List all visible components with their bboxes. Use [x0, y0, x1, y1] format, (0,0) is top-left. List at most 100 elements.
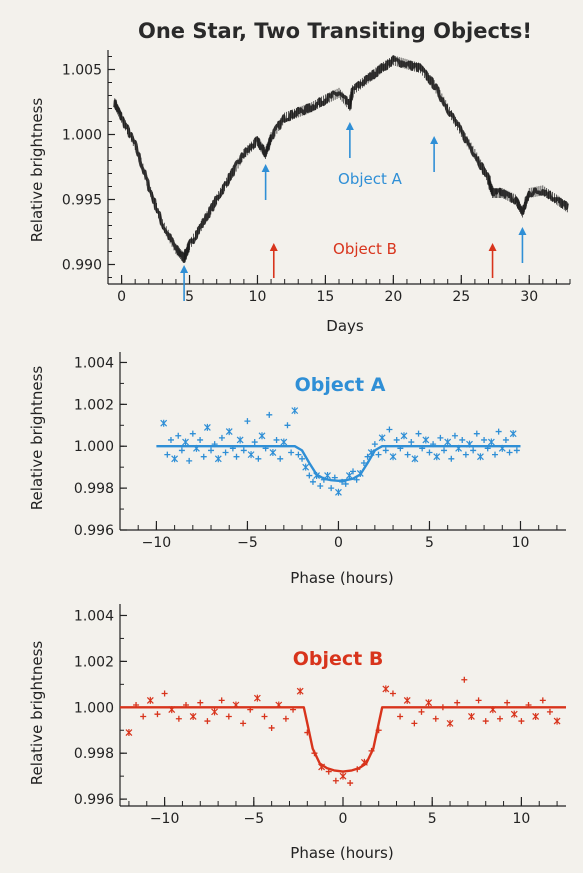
panel-a-data-point — [295, 451, 302, 458]
panel-b-data-point — [461, 676, 468, 683]
panel-a-data-point — [291, 407, 299, 415]
main-y-tick-label: 1.000 — [62, 128, 102, 144]
panel-a-data-point — [328, 485, 335, 492]
panel-b-data-point — [161, 690, 168, 697]
panel-b-data-point — [432, 715, 439, 722]
panel-a-data-point — [470, 447, 477, 454]
panel-b-title: Object B — [293, 648, 384, 670]
panel-a-data-point — [186, 457, 193, 464]
panel-b-data-point — [268, 724, 275, 731]
panel-main-xlabel: Days — [326, 317, 364, 335]
panel-b-y-tick-label: 1.004 — [74, 608, 114, 624]
panel-b-x-tick-label: 10 — [512, 811, 530, 827]
panel-a-data-point — [448, 455, 455, 462]
panel-a-data-point — [214, 455, 222, 463]
panel-a-data-point — [502, 436, 509, 443]
panel-a-data-point — [386, 426, 393, 433]
panel-a-data-point — [375, 451, 382, 458]
main-y-tick-label: 0.990 — [62, 258, 102, 274]
object-a-arrow-head — [261, 164, 270, 172]
panel-a-data-point — [422, 436, 430, 444]
main-x-tick-label: 20 — [384, 289, 402, 305]
panel-b-y-tick-label: 1.000 — [74, 700, 114, 716]
panel-a-data-point — [266, 411, 273, 418]
panel-b-data-point — [397, 713, 404, 720]
panel-b-x-tick-label: 0 — [339, 811, 348, 827]
panel-b-data-point — [425, 699, 433, 707]
panel-a-data-point — [459, 436, 466, 443]
panel-a-data-point — [324, 472, 331, 480]
main-x-tick-label: 25 — [452, 289, 470, 305]
panel-a-data-point — [218, 434, 225, 441]
panel-a-data-point — [492, 451, 499, 458]
main-x-tick-label: 10 — [249, 289, 267, 305]
panel-a-data-point — [444, 438, 452, 446]
panel-b-data-point — [510, 710, 518, 718]
panel-b-y-tick-label: 0.998 — [74, 746, 114, 762]
panel-a-data-point — [160, 419, 168, 427]
panel-b-data-point — [418, 708, 425, 715]
panel-b-data-point — [468, 712, 475, 720]
object-a-label: Object A — [338, 170, 403, 188]
panel-b-data-point — [411, 720, 418, 727]
panel-b-data-point — [504, 699, 511, 706]
panel-a-data-point — [280, 438, 288, 446]
panel-a-data-point — [408, 439, 415, 446]
panel-a-data-point — [393, 436, 400, 443]
panel-a-data-point — [437, 434, 444, 441]
panel-a-xlabel: Phase (hours) — [290, 569, 393, 587]
panel-a-data-point — [189, 430, 196, 437]
panel-a-data-point — [247, 451, 255, 459]
panel-a-data-point — [255, 455, 262, 462]
panel-a-model-line — [156, 445, 521, 482]
panel-a-data-point — [277, 455, 284, 462]
object-b-arrow-head — [488, 243, 497, 251]
panel-a-data-point — [175, 432, 182, 439]
panel-b-x-tick-label: −10 — [150, 811, 180, 827]
panel-a-data-point — [389, 453, 397, 461]
panel-b-data-point — [296, 687, 304, 695]
panel-a-data-point — [481, 436, 488, 443]
panel-a-data-point — [360, 459, 367, 466]
panel-a-data-point — [495, 428, 502, 435]
panel-b-data-point — [189, 712, 197, 720]
panel-a-data-point — [197, 436, 204, 443]
panel-a-data-point — [451, 432, 458, 439]
panel-b-data-point — [261, 713, 268, 720]
panel-b-data-point — [482, 718, 489, 725]
object-a-arrow-head — [430, 136, 439, 144]
panel-b-x-tick-label: 5 — [428, 811, 437, 827]
main-y-tick-label: 1.005 — [62, 63, 102, 79]
panel-a-data-point — [288, 449, 295, 456]
panel-a-data-point — [513, 447, 520, 454]
panel-a-x-tick-label: −5 — [237, 535, 258, 551]
panel-a-data-point — [371, 441, 378, 448]
panel-b-data-point — [496, 715, 503, 722]
object-a-arrow-head — [345, 122, 354, 130]
main-x-tick-label: 0 — [117, 289, 126, 305]
panel-a-data-point — [269, 449, 277, 457]
panel-a-data-point — [345, 472, 353, 480]
panel-a-data-point — [426, 449, 433, 456]
panel-b-data-point — [154, 711, 161, 718]
panel-a-data-point — [350, 468, 357, 475]
panel-object-a: Relative brightness Phase (hours) Object… — [28, 352, 566, 587]
panel-b-data-point — [553, 717, 561, 725]
panel-b-data-point — [175, 715, 182, 722]
panel-b-data-point — [518, 718, 525, 725]
panel-b-data-point — [218, 697, 225, 704]
panel-b-data-point — [389, 690, 396, 697]
panel-b-data-point — [403, 696, 411, 704]
panel-a-data-point — [411, 455, 419, 463]
panel-a-data-point — [364, 453, 371, 460]
panel-a-data-point — [182, 438, 189, 446]
panel-b-model-line — [120, 706, 566, 773]
panel-a-data-point — [203, 423, 211, 431]
panel-main-lightcurve: Relative brightness Days Object A Object… — [28, 50, 571, 335]
panel-a-data-point — [473, 430, 480, 437]
panel-a-data-point — [208, 447, 215, 454]
panel-a-y-tick-label: 0.998 — [74, 481, 114, 497]
panel-a-data-point — [299, 455, 306, 462]
